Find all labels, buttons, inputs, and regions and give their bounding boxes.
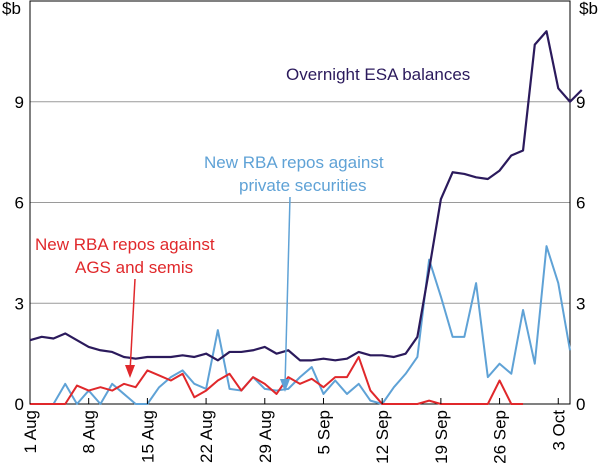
esa-annotation: Overnight ESA balances [286,65,470,84]
series-line-new-rba-repos-against-private-securities [30,245,571,405]
series-lines [29,30,583,405]
gridlines [30,101,570,304]
y-tick-left-3: 3 [15,294,24,313]
x-axis: 1 Aug 8 Aug 15 Aug 22 Aug 29 Aug 5 Sep 12 Sep 1… [21,398,568,464]
x-tick-label: 19 Sep [432,410,451,464]
x-tick-label: 15 Aug [138,410,157,463]
plot-frame [29,0,571,405]
private-annotation-line1: New RBA repos against [204,153,384,172]
y-unit-right: $b [579,0,598,18]
y-axis-left-labels: 0 3 6 9 [15,93,24,414]
y-tick-right-9: 9 [576,93,585,112]
y-tick-right-3: 3 [576,294,585,313]
private-arrow-head [280,379,290,392]
y-unit-left: $b [2,0,21,18]
y-axis-right-labels: 0 3 6 9 [576,93,585,414]
x-tick-label: 22 Aug [197,410,216,463]
x-tick-label: 1 Aug [21,410,40,454]
y-tick-left-0: 0 [15,395,24,414]
ags-annotation-line1: New RBA repos against [35,235,215,254]
x-tick-label: 29 Aug [256,410,275,463]
private-annotation-line2: private securities [239,176,367,195]
series-line-overnight-esa-balances [29,30,583,362]
x-tick-label: 5 Sep [314,410,333,454]
x-tick-label: 12 Sep [373,410,392,464]
ags-arrow-shaft [129,278,136,373]
y-tick-right-0: 0 [576,395,585,414]
ags-annotation-line2: AGS and semis [75,258,193,277]
x-tick-label: 8 Aug [80,410,99,454]
ags-arrow-head [125,365,135,378]
x-tick-label: 26 Sep [491,410,510,464]
y-tick-left-9: 9 [15,93,24,112]
x-tick-label: 3 Oct [549,410,568,451]
y-tick-right-6: 6 [576,194,585,213]
private-arrow-shaft [284,196,291,387]
y-tick-left-6: 6 [15,194,24,213]
